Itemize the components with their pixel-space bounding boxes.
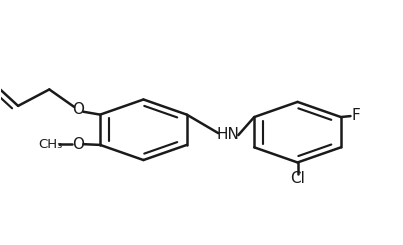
Text: CH₃: CH₃ bbox=[39, 138, 63, 151]
Text: HN: HN bbox=[217, 127, 240, 142]
Text: O: O bbox=[72, 102, 84, 117]
Text: O: O bbox=[72, 137, 84, 152]
Text: Cl: Cl bbox=[290, 172, 305, 186]
Text: F: F bbox=[352, 108, 360, 122]
